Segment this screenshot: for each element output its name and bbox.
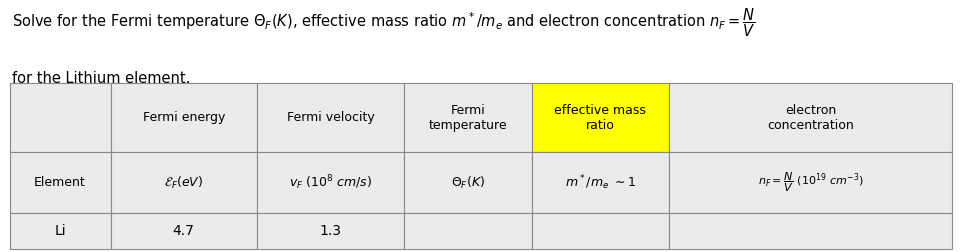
Text: 1.3: 1.3 xyxy=(319,224,341,238)
Text: Fermi
temperature: Fermi temperature xyxy=(429,104,506,132)
Text: Fermi velocity: Fermi velocity xyxy=(286,111,374,124)
Text: Fermi energy: Fermi energy xyxy=(142,111,225,124)
Text: Solve for the Fermi temperature $\Theta_F(K)$, effective mass ratio $m^*/m_e$ an: Solve for the Fermi temperature $\Theta_… xyxy=(12,6,754,39)
Text: electron
concentration: electron concentration xyxy=(766,104,853,132)
Text: Element: Element xyxy=(35,176,86,189)
Text: Li: Li xyxy=(54,224,66,238)
Text: for the Lithium element.: for the Lithium element. xyxy=(12,71,189,86)
Text: $v_F\ (10^8\ cm/s)$: $v_F\ (10^8\ cm/s)$ xyxy=(288,173,372,192)
Text: 4.7: 4.7 xyxy=(173,224,194,238)
Text: $\mathcal{E}_F(eV)$: $\mathcal{E}_F(eV)$ xyxy=(164,175,203,191)
Text: $\Theta_F(K)$: $\Theta_F(K)$ xyxy=(451,175,484,191)
Text: $m^*/m_e\ \sim 1$: $m^*/m_e\ \sim 1$ xyxy=(564,173,635,192)
Text: effective mass
ratio: effective mass ratio xyxy=(554,104,646,132)
Text: $n_F = \dfrac{N}{V}\ (10^{19}\ cm^{-3})$: $n_F = \dfrac{N}{V}\ (10^{19}\ cm^{-3})$ xyxy=(756,171,863,195)
